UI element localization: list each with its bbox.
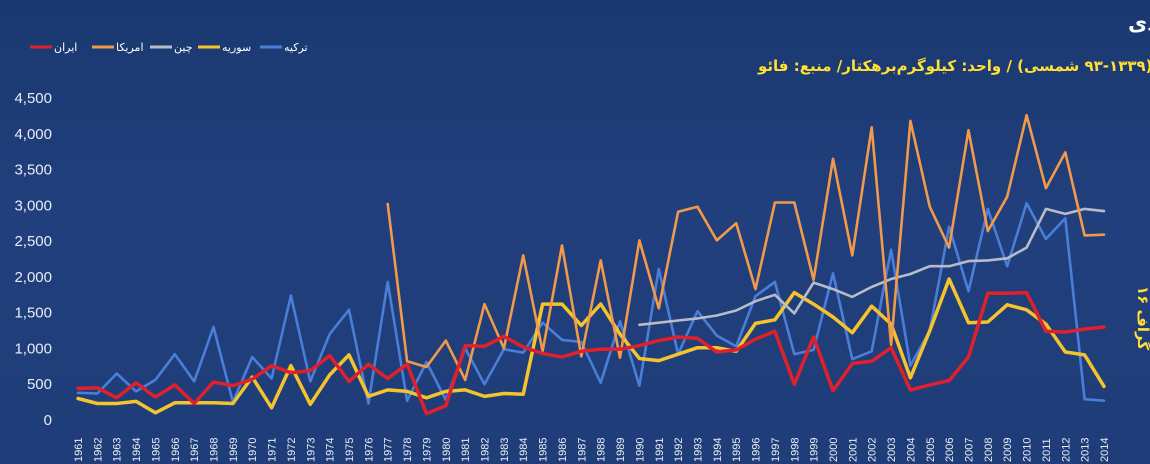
y-tick-label: 1,500 [14, 305, 52, 322]
x-tick-label: 1964 [131, 438, 143, 462]
x-tick-label: 1963 [112, 438, 124, 462]
x-tick-label: 1977 [383, 438, 395, 462]
y-tick-label: 3,500 [14, 162, 52, 179]
x-tick-label: 1986 [557, 438, 569, 462]
x-tick-label: 1998 [789, 438, 801, 462]
x-tick-label: 2010 [1022, 438, 1034, 462]
x-tick-label: 1982 [480, 438, 492, 462]
x-tick-label: 1997 [770, 438, 782, 462]
x-tick-label: 1988 [596, 438, 608, 462]
x-tick-label: 1996 [751, 438, 763, 462]
x-tick-label: 1981 [460, 438, 472, 462]
series-line [76, 290, 1106, 416]
x-tick-label: 1971 [267, 438, 279, 462]
series-line [76, 201, 1106, 405]
series-line [76, 277, 1106, 415]
x-tick-label: 2005 [925, 438, 937, 462]
x-tick-label: 2001 [847, 438, 859, 462]
x-tick-label: 2007 [963, 438, 975, 462]
x-tick-label: 2003 [886, 438, 898, 462]
x-tick-label: 1980 [441, 438, 453, 462]
x-tick-label: 1992 [673, 438, 685, 462]
x-tick-label: 1999 [809, 438, 821, 462]
x-tick-label: 2009 [1002, 438, 1014, 462]
x-tick-label: 1991 [654, 438, 666, 462]
x-tick-label: 2004 [905, 438, 917, 462]
x-tick-label: 2014 [1099, 438, 1111, 462]
graph-number-label: گراف ۱۶ [1134, 286, 1150, 350]
y-tick-label: 4,000 [14, 126, 52, 143]
y-tick-label: 4,500 [14, 90, 52, 107]
legend-label: ترکیه [284, 41, 308, 54]
x-tick-label: 2000 [828, 438, 840, 462]
x-tick-label: 1994 [712, 438, 724, 462]
x-tick-label: 2012 [1060, 438, 1072, 462]
x-tick-label: 1989 [615, 438, 627, 462]
series-line [638, 207, 1106, 327]
chart-title: نمودار مقایسه‌ای عملکرد ۵ کشور عمده تولی… [1128, 11, 1150, 35]
x-tick-label: 2013 [1080, 438, 1092, 462]
x-tick-label: 1987 [576, 438, 588, 462]
legend-label: سوریه [222, 41, 251, 54]
x-tick-label: 1968 [209, 438, 221, 462]
x-tick-label: 1975 [344, 438, 356, 462]
x-tick-label: 1979 [421, 438, 433, 462]
legend-label: ایران [54, 41, 77, 54]
y-tick-label: 2,500 [14, 233, 52, 250]
x-tick-label: 1995 [731, 438, 743, 462]
y-tick-label: 2,000 [14, 269, 52, 286]
x-tick-label: 1993 [692, 438, 704, 462]
x-tick-label: 1965 [150, 438, 162, 462]
x-tick-label: 1983 [499, 438, 511, 462]
x-tick-label: 1972 [286, 438, 298, 462]
y-tick-label: 500 [27, 376, 52, 393]
x-tick-label: 2008 [983, 438, 995, 462]
x-tick-label: 1966 [170, 438, 182, 462]
x-tick-label: 1976 [363, 438, 375, 462]
y-tick-label: 3,000 [14, 197, 52, 214]
x-tick-label: 1962 [92, 438, 104, 462]
y-tick-label: 0 [44, 412, 52, 429]
x-tick-label: 2011 [1041, 438, 1053, 462]
x-tick-label: 1973 [305, 438, 317, 462]
x-tick-label: 1978 [402, 438, 414, 462]
x-tick-label: 1969 [228, 438, 240, 462]
y-tick-label: 1,000 [14, 340, 52, 357]
x-tick-label: 1970 [247, 438, 259, 462]
x-tick-label: 1974 [325, 438, 337, 462]
x-tick-label: 1990 [634, 438, 646, 462]
x-tick-label: 1967 [189, 438, 201, 462]
x-tick-label: 1984 [518, 438, 530, 462]
x-tick-label: 2002 [867, 438, 879, 462]
legend-label: چین [174, 41, 193, 54]
x-tick-label: 2006 [944, 438, 956, 462]
x-tick-label: 1985 [538, 438, 550, 462]
legend-label: امریکا [116, 41, 144, 54]
series-line [386, 113, 1106, 382]
x-tick-label: 1961 [73, 438, 85, 462]
chart-subtitle: (۹۳-۱۳۳۹ شمسی) / واحد: کیلوگرم‌برهکتار/ … [757, 57, 1150, 75]
